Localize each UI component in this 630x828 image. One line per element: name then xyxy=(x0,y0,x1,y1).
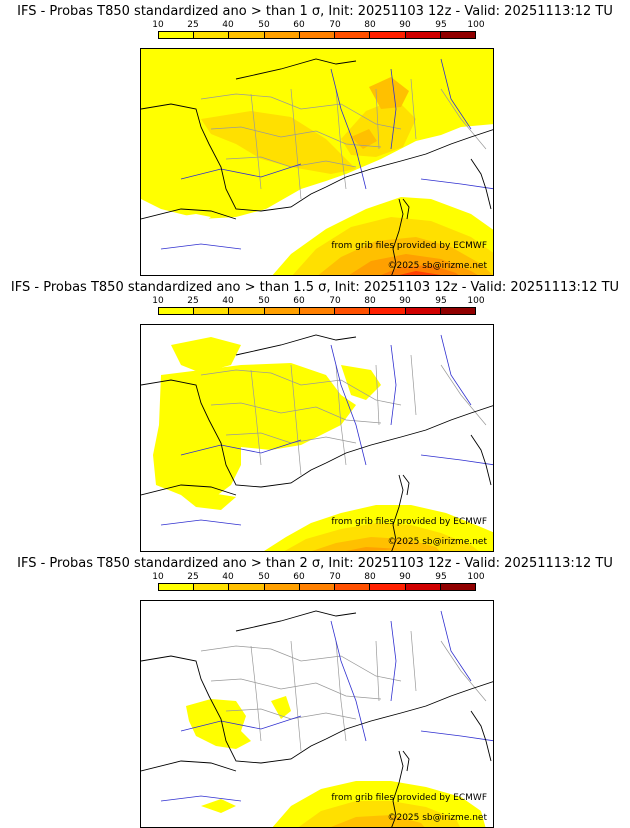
coastline xyxy=(141,58,493,275)
probability-map: from grib files provided by ECMWF ©2025 … xyxy=(140,48,494,276)
scale-labels: 10 25 40 50 60 70 80 90 95 100 xyxy=(152,296,484,306)
scale-label: 80 xyxy=(364,296,376,306)
scale-label: 40 xyxy=(222,20,234,30)
scale-label: 95 xyxy=(435,572,447,582)
copyright-credit: ©2025 sb@irizme.net xyxy=(387,261,487,271)
scale-label: 80 xyxy=(364,572,376,582)
source-credit: from grib files provided by ECMWF xyxy=(331,241,487,251)
scale-label: 100 xyxy=(467,20,485,30)
scale-label: 60 xyxy=(293,296,305,306)
probability-fill xyxy=(153,337,493,551)
map-canvas xyxy=(141,610,493,827)
scale-label: 60 xyxy=(293,20,305,30)
scale-swatch xyxy=(159,32,195,38)
scale-bar xyxy=(158,31,476,39)
scale-swatch xyxy=(194,32,230,38)
scale-label: 90 xyxy=(399,572,411,582)
scale-swatch xyxy=(299,584,336,590)
scale-label: 70 xyxy=(329,20,341,30)
scale-label: 25 xyxy=(187,20,199,30)
map-canvas xyxy=(141,49,493,275)
scale-swatch xyxy=(229,32,265,38)
scale-swatch xyxy=(440,308,475,314)
scale-label: 95 xyxy=(435,20,447,30)
probability-map: from grib files provided by ECMWF ©2025 … xyxy=(140,600,494,828)
scale-label: 25 xyxy=(187,296,199,306)
scale-labels: 10 25 40 50 60 70 80 90 95 100 xyxy=(152,572,484,582)
river-lines xyxy=(160,58,493,250)
scale-swatch xyxy=(229,584,265,590)
scale-label: 10 xyxy=(152,296,164,306)
scale-swatch xyxy=(405,584,441,590)
scale-label: 95 xyxy=(435,296,447,306)
scale-label: 70 xyxy=(329,296,341,306)
copyright-credit: ©2025 sb@irizme.net xyxy=(387,537,487,547)
scale-label: 90 xyxy=(399,296,411,306)
coastline xyxy=(141,334,493,551)
scale-labels: 10 25 40 50 60 70 80 90 95 100 xyxy=(152,20,484,30)
color-scale: 10 25 40 50 60 70 80 90 95 100 xyxy=(152,20,485,42)
scale-label: 90 xyxy=(399,20,411,30)
color-scale: 10 25 40 50 60 70 80 90 95 100 xyxy=(152,296,485,318)
scale-label: 100 xyxy=(467,572,485,582)
panel-3: IFS - Probas T850 standardized ano > tha… xyxy=(0,552,630,828)
scale-swatch xyxy=(194,308,230,314)
scale-label: 40 xyxy=(222,572,234,582)
panel-1: IFS - Probas T850 standardized ano > tha… xyxy=(0,0,630,276)
scale-label: 50 xyxy=(258,20,270,30)
probability-fill xyxy=(141,49,493,275)
border-lines xyxy=(200,630,487,752)
scale-swatch xyxy=(194,584,230,590)
scale-label: 10 xyxy=(152,572,164,582)
probability-map: from grib files provided by ECMWF ©2025 … xyxy=(140,324,494,552)
map-canvas xyxy=(141,334,493,551)
source-credit: from grib files provided by ECMWF xyxy=(331,517,487,527)
scale-swatch xyxy=(264,32,300,38)
scale-swatch xyxy=(335,584,371,590)
scale-bar xyxy=(158,307,476,315)
scale-swatch xyxy=(299,308,336,314)
scale-swatch xyxy=(335,32,371,38)
scale-swatch xyxy=(370,32,406,38)
panel-title: IFS - Probas T850 standardized ano > tha… xyxy=(17,4,613,19)
river-lines xyxy=(160,334,493,526)
scale-bar xyxy=(158,583,476,591)
scale-swatch xyxy=(335,308,371,314)
panel-2: IFS - Probas T850 standardized ano > tha… xyxy=(0,276,630,552)
scale-swatch xyxy=(229,308,265,314)
scale-label: 10 xyxy=(152,20,164,30)
scale-swatch xyxy=(264,308,300,314)
scale-swatch xyxy=(405,308,441,314)
scale-swatch xyxy=(440,584,475,590)
panel-title: IFS - Probas T850 standardized ano > tha… xyxy=(17,556,613,571)
scale-label: 25 xyxy=(187,572,199,582)
scale-label: 50 xyxy=(258,572,270,582)
source-credit: from grib files provided by ECMWF xyxy=(331,793,487,803)
scale-label: 70 xyxy=(329,572,341,582)
scale-swatch xyxy=(405,32,441,38)
scale-label: 40 xyxy=(222,296,234,306)
scale-swatch xyxy=(264,584,300,590)
probability-fill xyxy=(186,696,486,827)
scale-swatch xyxy=(159,308,195,314)
copyright-credit: ©2025 sb@irizme.net xyxy=(387,813,487,823)
scale-label: 50 xyxy=(258,296,270,306)
color-scale: 10 25 40 50 60 70 80 90 95 100 xyxy=(152,572,485,594)
scale-swatch xyxy=(370,584,406,590)
scale-label: 80 xyxy=(364,20,376,30)
scale-swatch xyxy=(299,32,336,38)
scale-label: 100 xyxy=(467,296,485,306)
scale-swatch xyxy=(159,584,195,590)
scale-swatch xyxy=(440,32,475,38)
scale-swatch xyxy=(370,308,406,314)
coastline xyxy=(141,610,493,827)
scale-label: 60 xyxy=(293,572,305,582)
river-lines xyxy=(160,610,493,802)
panel-title: IFS - Probas T850 standardized ano > tha… xyxy=(10,280,620,295)
